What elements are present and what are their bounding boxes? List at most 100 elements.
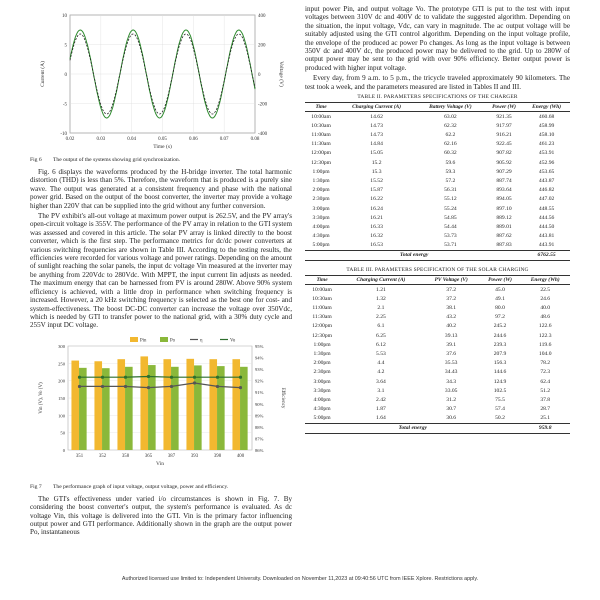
table-cell: 97.2 xyxy=(495,314,505,321)
total-row: Total energy 959.8 xyxy=(305,422,570,435)
table-cell: 444.56 xyxy=(538,214,555,221)
figure-6-caption: Fig 6 The output of the systems showing … xyxy=(30,157,292,164)
table-cell: 3.1 xyxy=(377,387,385,394)
table-cell: 53.71 xyxy=(444,242,457,249)
table-cell: 22.5 xyxy=(540,286,551,293)
table-cell: 4:00pm xyxy=(313,396,331,403)
table-row: 1:30pm 15.52 57.2 887.74 443.87 xyxy=(305,176,570,185)
table-cell: 2.25 xyxy=(376,314,386,321)
y-tick-label: 150 xyxy=(58,396,66,401)
table-cell: 4:30pm xyxy=(312,233,330,240)
total-label: Total energy xyxy=(305,249,524,262)
table-cell: 2.1 xyxy=(377,305,385,312)
table-cell: 889.12 xyxy=(496,214,512,221)
table-cell: 40.2 xyxy=(446,323,457,330)
table-cell: 55.24 xyxy=(444,205,457,212)
table-row: 11:30am 14.84 62.16 922.45 461.23 xyxy=(305,140,570,149)
column-header: Energy (Wh) xyxy=(523,102,570,113)
y2-tick-label: -400 xyxy=(258,132,268,137)
table-cell: 11:00am xyxy=(312,305,332,312)
table-cell: 245.2 xyxy=(493,323,507,330)
y2-tick-label: 89% xyxy=(255,413,264,418)
bar-po xyxy=(240,366,248,450)
table-cell: 11:00am xyxy=(311,132,331,139)
point-efficiency xyxy=(215,384,220,388)
table-cell: 1:00pm xyxy=(313,341,331,348)
table-cell: 15.3 xyxy=(371,168,382,175)
table-cell: 894.05 xyxy=(496,196,512,203)
bar-pin xyxy=(186,358,195,450)
bar-pin xyxy=(209,358,218,450)
bar-po xyxy=(79,367,87,450)
table-cell: 10:30am xyxy=(312,295,332,302)
table-row: 10:30am 14.73 62.32 917.97 458.99 xyxy=(305,121,570,130)
table-cell: 452.96 xyxy=(538,159,555,166)
table-cell: 59.6 xyxy=(445,159,456,166)
y2-tick-label: 400 xyxy=(258,14,266,19)
table-cell: 57.2 xyxy=(445,177,456,184)
table-cell: 2:30pm xyxy=(312,196,330,203)
point-vo xyxy=(100,375,105,379)
table-cell: 57.4 xyxy=(495,406,505,413)
y-tick-label: 10 xyxy=(62,14,68,19)
table-cell: 917.97 xyxy=(496,122,512,129)
table-cell: 1:30pm xyxy=(312,177,330,184)
table-cell: 443.87 xyxy=(538,177,555,184)
table-cell: 921.35 xyxy=(496,113,512,120)
table-cell: 4:00pm xyxy=(312,223,330,230)
figure-7-caption: Fig 7 The performance graph of input vol… xyxy=(30,484,292,491)
x-tick-label: 398 xyxy=(214,454,222,459)
table-row: 11:30am 2.25 43.2 97.2 48.6 xyxy=(305,313,570,322)
table-cell: 39.13 xyxy=(444,332,458,339)
paragraph: Every day, from 9 a.m. to 5 p.m., the tr… xyxy=(305,74,570,91)
total-value: 959.8 xyxy=(520,422,570,435)
table-cell: 16.24 xyxy=(370,205,383,212)
table-cell: 2:00pm xyxy=(313,360,331,367)
table-cell: 16.33 xyxy=(370,223,383,230)
table-cell: 37.2 xyxy=(446,295,457,302)
table-cell: 15.87 xyxy=(370,187,383,194)
x-tick-label: 0.08 xyxy=(251,137,260,142)
table-2: Time Charging Current (A) Battery Voltage … xyxy=(305,102,570,262)
point-efficiency xyxy=(192,381,197,385)
table-cell: 1:30pm xyxy=(313,350,331,357)
x-tick-label: 387 xyxy=(168,454,176,459)
table-2-caption: TABLE II. PARAMETERS SPECIFICATIONS OF T… xyxy=(357,94,518,101)
table-cell: 458.99 xyxy=(538,122,555,129)
paragraph: input power Pin, and output voltage Vo. … xyxy=(305,5,570,72)
table-cell: 897.10 xyxy=(496,205,512,212)
point-vo xyxy=(77,375,82,379)
bar-po xyxy=(171,366,179,450)
y-tick-label: 250 xyxy=(58,361,66,366)
table-cell: 104.0 xyxy=(538,350,552,357)
y-tick-label: 300 xyxy=(58,344,66,349)
paragraph: The GTI's effectiveness under varied i/o… xyxy=(30,494,292,537)
table-cell: 34.43 xyxy=(444,369,458,376)
table-cell: 59.3 xyxy=(445,168,456,175)
table-cell: 34.3 xyxy=(446,378,457,385)
table-row: 11:00am 14.73 62.2 916.21 458.10 xyxy=(305,130,570,139)
bar-pin xyxy=(232,358,241,450)
table-cell: 37.2 xyxy=(446,286,457,293)
table-cell: 11:30am xyxy=(311,141,331,148)
table-cell: 39.1 xyxy=(446,341,457,348)
table-cell: 119.6 xyxy=(539,341,552,348)
x-tick-label: 0.04 xyxy=(127,137,136,142)
table-cell: 444.50 xyxy=(538,223,555,230)
total-value: 6762.55 xyxy=(523,249,570,262)
figure-6-number: Fig 6 xyxy=(30,157,42,163)
table-row: 5:00pm 1.64 30.6 50.2 25.1 xyxy=(305,414,570,424)
table-cell: 6.12 xyxy=(376,341,386,348)
y-tick-label: 0 xyxy=(63,448,66,453)
table-row: 1:30pm 5.53 37.6 207.9 104.0 xyxy=(305,349,570,358)
table-cell: 38.1 xyxy=(446,305,457,312)
point-vo xyxy=(238,375,243,379)
table-cell: 122.3 xyxy=(538,332,552,339)
y2-tick-label: 90% xyxy=(255,401,264,406)
table-cell: 144.6 xyxy=(493,369,507,376)
performance-chart: 300 250 200 150 100 50 0 95% 94% 93% 92% 91% 90% 89% 8… xyxy=(39,336,285,467)
bar-pin xyxy=(117,358,126,450)
table-cell: 461.23 xyxy=(538,141,555,148)
table-cell: 458.10 xyxy=(538,132,555,139)
table-cell: 1:00pm xyxy=(312,168,330,175)
